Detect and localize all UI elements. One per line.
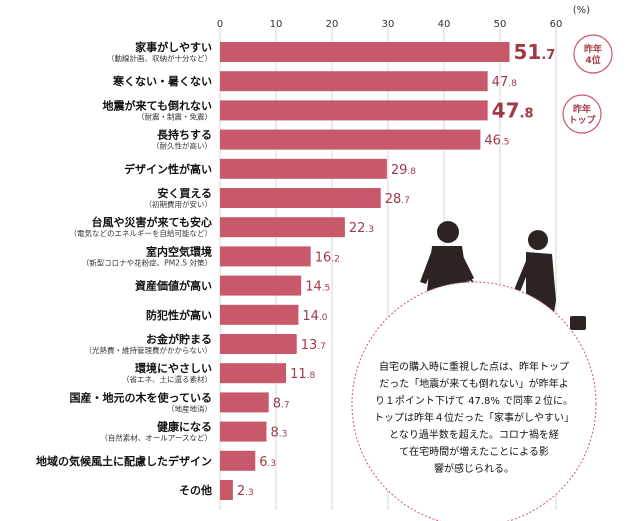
value-label: 14.5 — [305, 280, 330, 295]
category-label: 健康になる — [157, 420, 212, 434]
bar — [220, 480, 233, 500]
bar — [220, 158, 387, 179]
callout-circle — [351, 281, 597, 521]
bar — [220, 42, 510, 62]
bar — [220, 275, 302, 296]
bar — [220, 450, 256, 471]
bar — [220, 129, 481, 150]
category-label: 寒くない・暑くない — [112, 74, 212, 88]
badge-circle — [573, 34, 613, 74]
category-labels: 家事がしやすい（動線計画、収納が十分など） 寒くない・暑くない地震が来ても倒れない… — [36, 40, 212, 497]
unit-label: (%) — [573, 5, 590, 16]
bar — [220, 100, 488, 121]
x-tick-label: 10 — [270, 19, 283, 30]
category-label: 地震が来ても倒れない — [103, 98, 212, 112]
bar — [220, 71, 488, 92]
category-label: 長持ちする — [157, 128, 212, 142]
value-label: 8.7 — [273, 396, 290, 411]
x-axis-ticks: 0 10 20 30 40 50 60 — [217, 19, 563, 30]
value-label: 29.8 — [391, 163, 416, 178]
x-tick-label: 0 — [217, 19, 223, 30]
category-note: （初期費用が安い） — [145, 199, 213, 209]
x-tick-label: 20 — [326, 19, 339, 30]
value-label: 2.3 — [237, 484, 254, 499]
callout-line: 自宅の購入時に重視した点は、昨年トップ — [379, 360, 569, 373]
category-note: （省エネ、土に還る素材） — [122, 374, 212, 384]
bar — [220, 421, 267, 442]
category-label: お金が貯まる — [146, 332, 212, 346]
badge-circle — [562, 94, 602, 134]
value-labels: 51.7 47.8 47.8 46.5 29.8 28.7 22.3 16.2 14.5 14.0… — [237, 40, 555, 499]
callout-line: トップは昨年４位だった「家事がしやすい」 — [374, 411, 574, 424]
badge-label: 4位 — [585, 54, 600, 66]
category-label: 台風や災害が来ても安心 — [92, 215, 212, 229]
value-label: 22.3 — [349, 221, 374, 236]
category-label: その他 — [179, 483, 212, 497]
x-tick-label: 30 — [382, 19, 395, 30]
value-label: 28.7 — [385, 192, 410, 207]
bars — [220, 42, 510, 500]
value-label: 51.7 — [514, 40, 556, 64]
category-label: 国産・地元の木を使っている — [70, 390, 212, 404]
category-label: 地域の気候風土に配慮したデザイン — [36, 454, 212, 468]
value-label: 47.8 — [492, 75, 517, 90]
category-label: デザイン性が高い — [124, 162, 212, 176]
category-note: （自然素材、オールアースなど） — [100, 433, 212, 443]
callout-line: り１ポイント下げて 47.8% で同率２位に。 — [375, 394, 573, 407]
bar — [220, 188, 381, 208]
value-label: 11.8 — [290, 367, 315, 382]
callout-text: 自宅の購入時に重視した点は、昨年トップだった「地震が来ても倒れない」が昨年より１… — [374, 360, 574, 475]
badge-label: 昨年 — [584, 43, 602, 55]
category-note: （地産地消） — [167, 403, 212, 413]
value-label: 6.3 — [259, 455, 276, 470]
value-label: 47.8 — [492, 98, 534, 122]
category-label: 防犯性が高い — [146, 308, 212, 322]
badge-label: 昨年 — [573, 103, 591, 115]
value-label: 13.7 — [301, 338, 326, 353]
bar — [220, 334, 297, 354]
x-tick-label: 40 — [438, 19, 451, 30]
value-label: 14.0 — [302, 309, 327, 324]
category-note: （新型コロナや花粉症、PM2.5 対策） — [82, 257, 212, 267]
category-note: （動線計画、収納が十分など） — [107, 53, 212, 63]
bar — [220, 392, 269, 413]
category-note: （耐久性が高い） — [152, 141, 212, 151]
callout-line: だった「地震が来ても倒れない」が昨年よ — [379, 377, 569, 390]
category-note: （電気などのエネルギーを自給可能など） — [70, 228, 213, 238]
callout-line: て在宅時間が増えたことによる影 — [399, 445, 549, 458]
category-label: 家事がしやすい — [135, 40, 212, 54]
x-tick-label: 50 — [494, 19, 507, 30]
category-note: （光熱費・維持管理費がかからない） — [85, 345, 213, 355]
callout-line: 響が感じられる。 — [434, 462, 514, 475]
bar — [220, 304, 299, 325]
category-note: （耐震・制震・免震） — [137, 111, 212, 121]
callout-line: となり過半数を超えた。コロナ禍を経 — [389, 428, 559, 441]
bar — [220, 363, 287, 384]
bar — [220, 217, 345, 238]
x-tick-label: 60 — [550, 19, 563, 30]
category-label: 資産価値が高い — [135, 279, 212, 293]
category-label: 安く買える — [157, 186, 212, 200]
category-label: 室内空気環境 — [146, 244, 212, 258]
badge-label: トップ — [568, 114, 596, 126]
value-label: 46.5 — [484, 134, 509, 149]
bar — [220, 246, 311, 267]
value-label: 8.3 — [270, 426, 287, 441]
category-label: 環境にやさしい — [135, 361, 212, 375]
value-label: 16.2 — [315, 250, 340, 265]
